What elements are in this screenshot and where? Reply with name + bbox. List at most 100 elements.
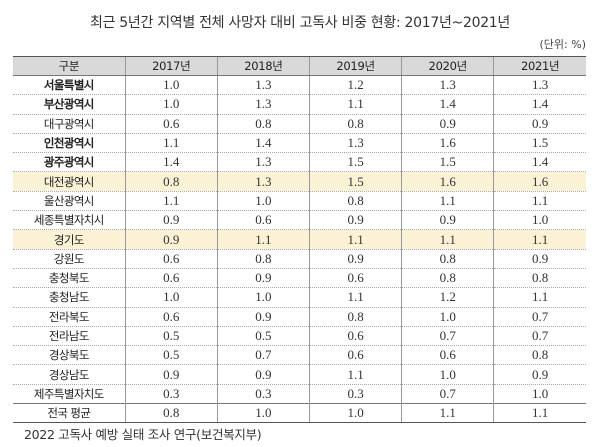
value-cell: 1.1 (493, 287, 586, 308)
value-cell: 1.2 (308, 75, 402, 96)
header-2017: 2017년 (124, 56, 218, 76)
table-row: 울산광역시 1.1 1.0 0.8 1.1 1.1 (13, 191, 586, 212)
value-cell: 0.8 (124, 403, 218, 424)
region-cell: 강원도 (13, 249, 126, 269)
header-2018: 2018년 (216, 56, 310, 76)
value-cell: 0.9 (124, 364, 218, 385)
value-cell: 1.0 (493, 384, 586, 405)
value-cell: 1.0 (216, 287, 310, 308)
header-2021: 2021년 (493, 56, 586, 76)
region-cell: 전라남도 (13, 326, 126, 347)
region-cell: 경기도 (13, 229, 126, 250)
value-cell: 0.8 (401, 249, 494, 269)
value-cell: 1.3 (216, 94, 310, 115)
region-cell: 경상북도 (13, 345, 126, 366)
value-cell: 0.9 (124, 229, 218, 250)
value-cell: 1.1 (493, 191, 586, 212)
value-cell: 1.1 (216, 229, 310, 250)
value-cell: 1.1 (124, 133, 218, 154)
table-row: 세종특별자치시 0.9 0.6 0.9 0.9 1.0 (13, 210, 586, 231)
value-cell: 1.0 (401, 364, 494, 385)
region-cell: 울산광역시 (13, 191, 126, 212)
value-cell: 1.1 (308, 364, 402, 385)
value-cell: 1.4 (124, 152, 218, 173)
value-cell: 1.3 (401, 75, 494, 96)
region-cell: 대구광역시 (13, 114, 126, 134)
value-cell: 0.9 (401, 114, 494, 134)
header-2020: 2020년 (401, 56, 494, 76)
table-row: 대전광역시 0.8 1.3 1.5 1.6 1.6 (13, 171, 586, 192)
value-cell: 1.1 (401, 229, 494, 250)
value-cell: 1.5 (308, 171, 402, 192)
value-cell: 0.8 (493, 345, 586, 366)
value-cell: 0.9 (308, 249, 402, 269)
value-cell: 1.0 (124, 75, 218, 96)
value-cell: 1.1 (308, 287, 402, 308)
value-cell: 1.4 (216, 133, 310, 154)
value-cell: 1.6 (493, 171, 586, 192)
value-cell: 1.0 (493, 210, 586, 231)
value-cell: 1.2 (401, 287, 494, 308)
value-cell: 1.0 (216, 403, 310, 424)
table-row: 부산광역시 1.0 1.3 1.1 1.4 1.4 (13, 94, 586, 115)
value-cell: 1.3 (216, 152, 310, 173)
value-cell: 0.9 (401, 210, 494, 231)
header-2019: 2019년 (308, 56, 402, 76)
value-cell: 1.3 (308, 133, 402, 154)
value-cell: 0.9 (216, 364, 310, 385)
value-cell: 0.9 (216, 307, 310, 327)
value-cell: 0.8 (493, 268, 586, 289)
value-cell: 1.6 (401, 133, 494, 154)
table-row: 인천광역시 1.1 1.4 1.3 1.6 1.5 (13, 133, 586, 154)
value-cell: 1.0 (124, 94, 218, 115)
value-cell: 0.8 (308, 114, 402, 134)
value-cell: 1.0 (401, 307, 494, 327)
header-row: 구분 2017년 2018년 2019년 2020년 2021년 (13, 56, 586, 76)
value-cell: 1.1 (401, 403, 494, 424)
value-cell: 0.9 (493, 249, 586, 269)
table-row: 강원도 0.6 0.8 0.9 0.8 0.9 (13, 249, 586, 269)
value-cell: 1.5 (308, 152, 402, 173)
value-cell: 1.3 (493, 75, 586, 96)
value-cell: 0.8 (124, 171, 218, 192)
value-cell: 0.6 (124, 268, 218, 289)
region-cell: 대전광역시 (13, 171, 126, 192)
value-cell: 1.1 (493, 403, 586, 424)
value-cell: 1.0 (308, 403, 402, 424)
value-cell: 0.8 (216, 114, 310, 134)
value-cell: 0.6 (308, 345, 402, 366)
value-cell: 0.3 (216, 384, 310, 405)
value-cell: 1.1 (308, 94, 402, 115)
value-cell: 1.1 (308, 229, 402, 250)
value-cell: 0.3 (124, 384, 218, 405)
value-cell: 0.5 (124, 345, 218, 366)
table-row: 전라북도 0.6 0.9 0.8 1.0 0.7 (13, 307, 586, 327)
table-row: 전라남도 0.5 0.5 0.6 0.7 0.7 (13, 326, 586, 347)
value-cell: 1.1 (124, 191, 218, 212)
header-region: 구분 (13, 56, 126, 76)
region-cell: 광주광역시 (13, 152, 126, 173)
value-cell: 1.4 (493, 152, 586, 173)
value-cell: 0.6 (308, 268, 402, 289)
value-cell: 0.9 (216, 268, 310, 289)
value-cell: 1.6 (401, 171, 494, 192)
table-title: 최근 5년간 지역별 전체 사망자 대비 고독사 비중 현황: 2017년~20… (89, 15, 510, 31)
region-cell: 충청남도 (13, 287, 126, 308)
table-row: 제주특별자치도 0.3 0.3 0.3 0.7 1.0 (13, 384, 586, 405)
value-cell: 0.9 (308, 210, 402, 231)
value-cell: 0.9 (493, 364, 586, 385)
region-cell: 제주특별자치도 (13, 384, 126, 405)
value-cell: 0.7 (401, 326, 494, 347)
region-cell: 인천광역시 (13, 133, 126, 154)
value-cell: 0.6 (401, 345, 494, 366)
table-row: 충청북도 0.6 0.9 0.6 0.8 0.8 (13, 268, 586, 289)
region-cell: 전국 평균 (13, 403, 126, 424)
value-cell: 1.0 (216, 191, 310, 212)
value-cell: 0.9 (493, 114, 586, 134)
table-row: 경상남도 0.9 0.9 1.1 1.0 0.9 (13, 364, 586, 385)
value-cell: 1.1 (401, 191, 494, 212)
value-cell: 0.3 (308, 384, 402, 405)
value-cell: 0.6 (124, 249, 218, 269)
region-cell: 경상남도 (13, 364, 126, 385)
value-cell: 1.4 (493, 94, 586, 115)
